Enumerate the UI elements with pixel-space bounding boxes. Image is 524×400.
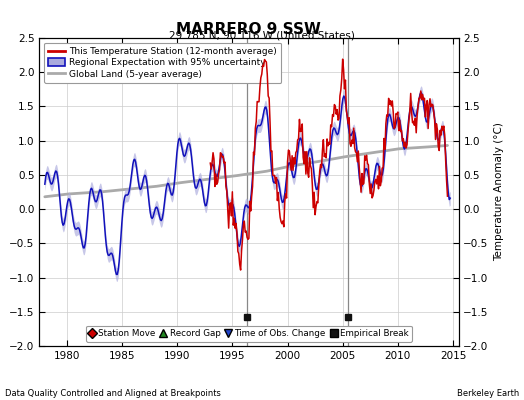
Text: Data Quality Controlled and Aligned at Breakpoints: Data Quality Controlled and Aligned at B… [5, 389, 221, 398]
Text: 29.785 N, 90.116 W (United States): 29.785 N, 90.116 W (United States) [169, 30, 355, 40]
Y-axis label: Temperature Anomaly (°C): Temperature Anomaly (°C) [494, 122, 504, 262]
Title: MARRERO 9 SSW: MARRERO 9 SSW [177, 22, 321, 37]
Legend: Station Move, Record Gap, Time of Obs. Change, Empirical Break: Station Move, Record Gap, Time of Obs. C… [86, 326, 412, 342]
Text: Berkeley Earth: Berkeley Earth [456, 389, 519, 398]
